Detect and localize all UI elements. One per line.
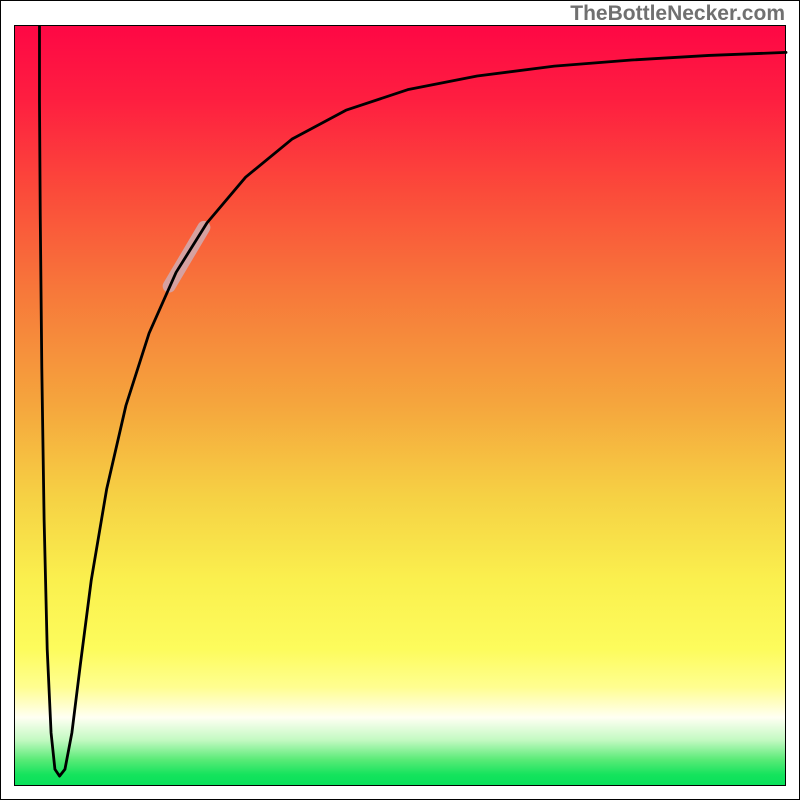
watermark-text: TheBottleNecker.com: [570, 2, 785, 25]
chart-svg: TheBottleNecker.com: [0, 0, 800, 800]
bottleneck-chart: TheBottleNecker.com: [0, 0, 800, 800]
plot-background: [14, 25, 786, 786]
